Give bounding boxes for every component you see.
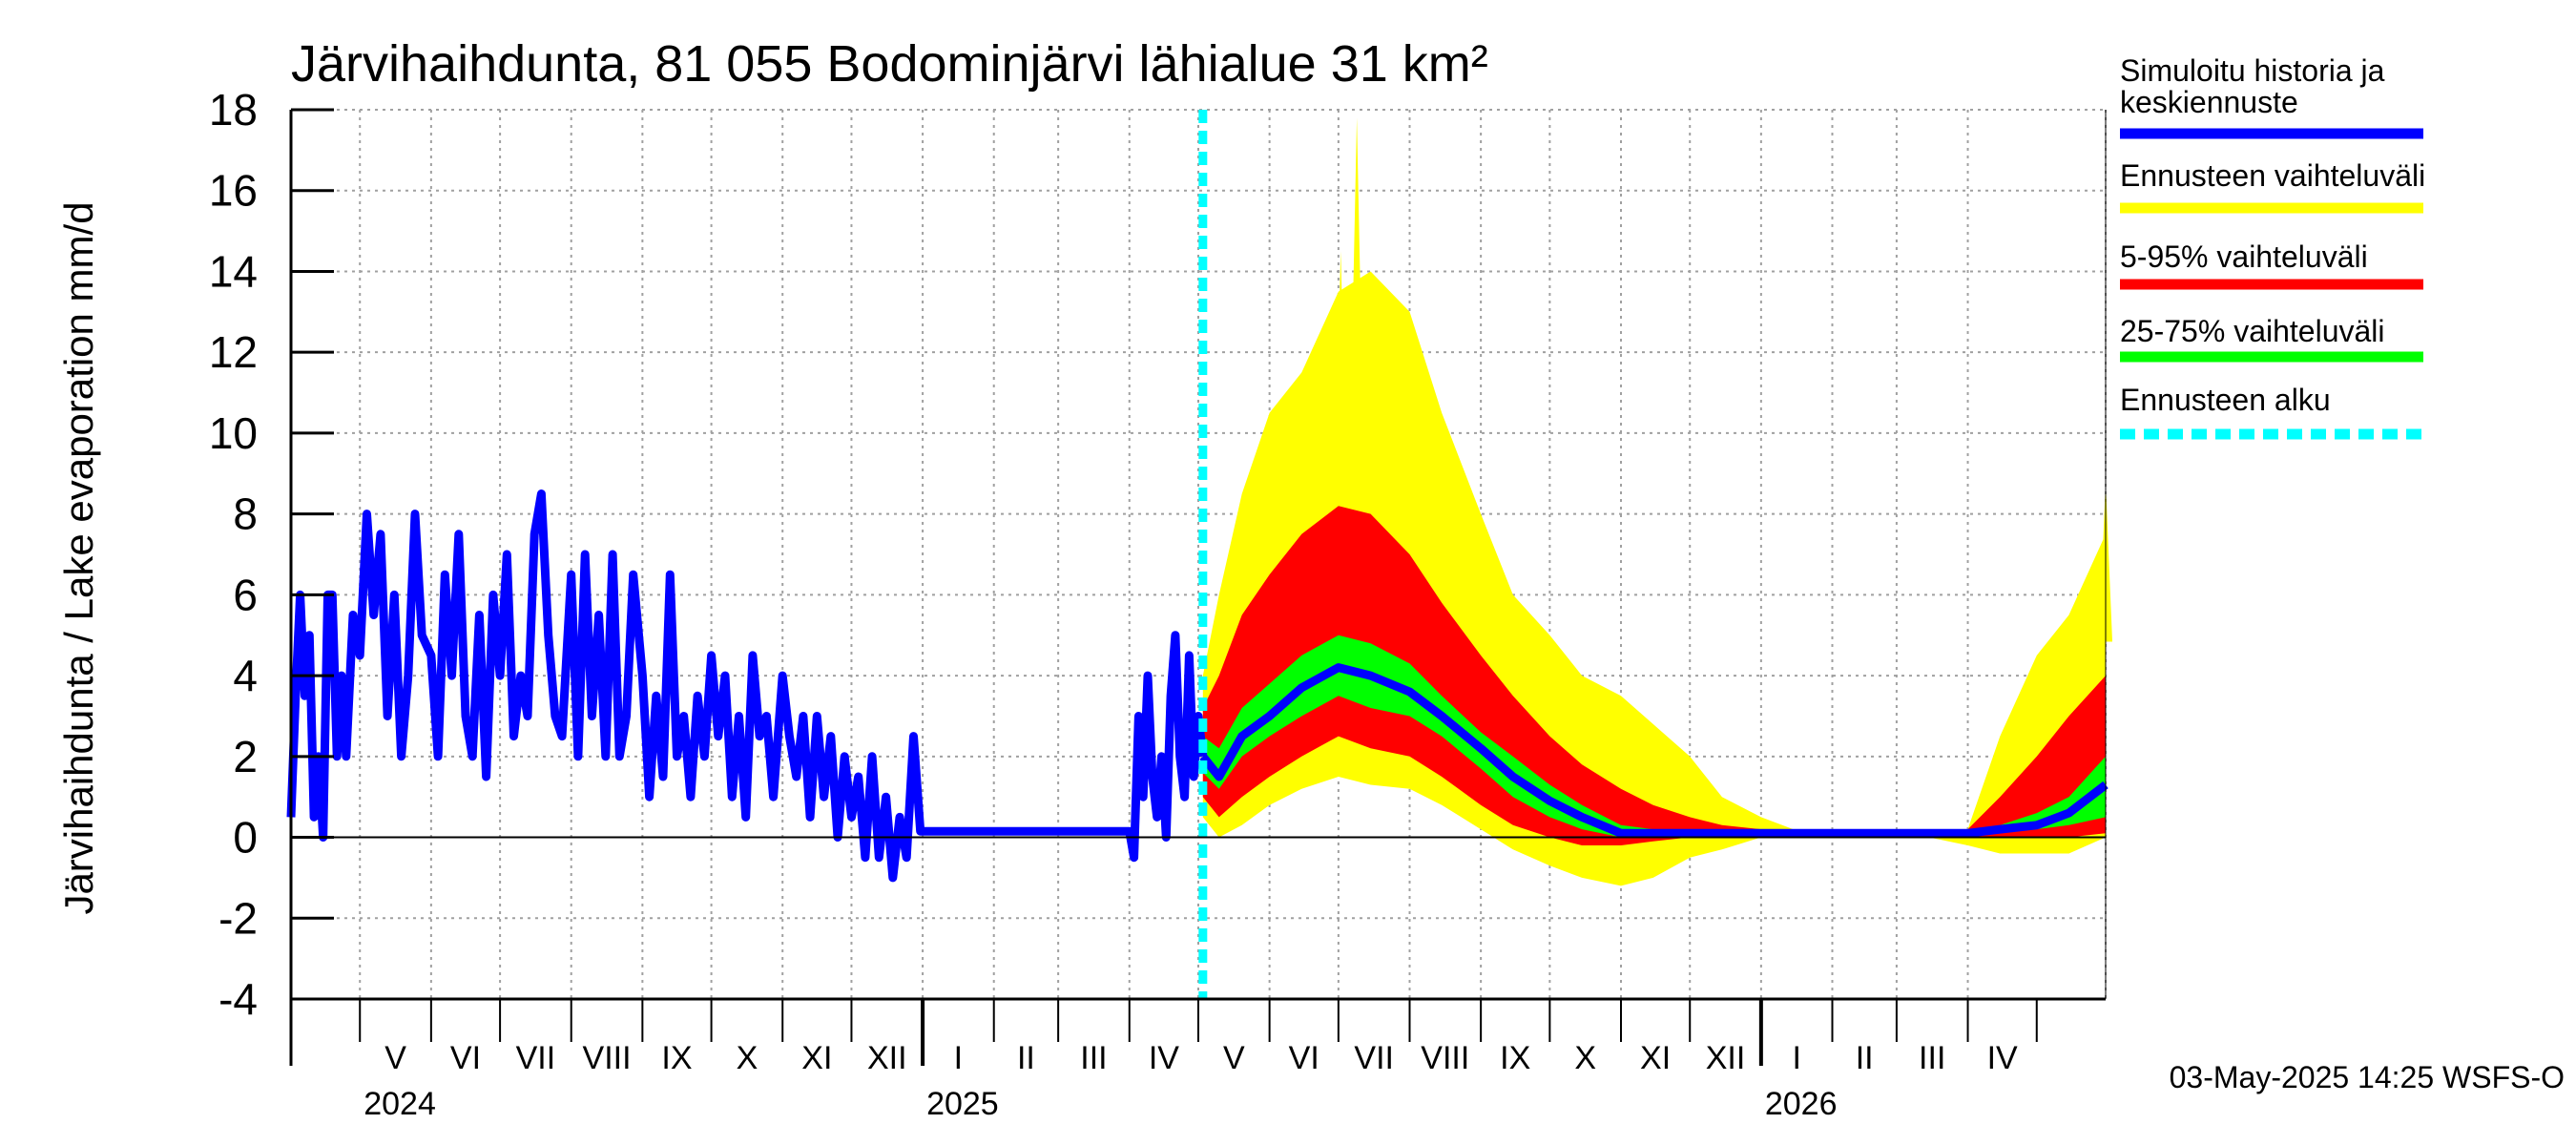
chart-title: Järvihaihdunta, 81 055 Bodominjärvi lähi… — [291, 35, 1488, 93]
legend-label: Ennusteen alku — [2120, 383, 2331, 417]
x-month-label: V — [384, 1040, 406, 1076]
x-month-label: XII — [867, 1040, 907, 1076]
timestamp: 03-May-2025 14:25 WSFS-O — [2170, 1060, 2565, 1094]
x-month-label: IX — [661, 1040, 692, 1076]
y-tick-label: 10 — [209, 408, 258, 458]
forecast-bands — [1202, 117, 2112, 886]
y-tick-label: 8 — [233, 489, 258, 539]
x-month-label: IX — [1500, 1040, 1530, 1076]
band-full-range-peak — [1334, 251, 1348, 515]
x-month-label: VIII — [583, 1040, 632, 1076]
y-tick-label: 0 — [233, 813, 258, 863]
y-tick-label: 4 — [233, 651, 258, 700]
series-history-line — [286, 489, 1208, 883]
x-month-label: VII — [516, 1040, 556, 1076]
x-month-label: I — [954, 1040, 963, 1076]
x-month-label: X — [737, 1040, 758, 1076]
band-full-range-peak — [1386, 303, 1401, 544]
x-year-label: 2024 — [364, 1086, 436, 1122]
y-tick-label: 12 — [209, 327, 258, 377]
x-month-label: III — [1919, 1040, 1945, 1076]
x-month-label: IV — [1149, 1040, 1179, 1076]
legend-label: Simuloitu historia ja — [2120, 53, 2385, 88]
legend-label: 5-95% vaihteluväli — [2120, 239, 2368, 274]
x-month-label: VI — [450, 1040, 481, 1076]
x-year-label: 2025 — [926, 1086, 999, 1122]
y-axis-label: Järvihaihdunta / Lake evaporation mm/d — [56, 201, 101, 914]
x-month-label: XI — [801, 1040, 832, 1076]
series-median-forecast-line — [1199, 663, 2109, 838]
y-tick-label: 2 — [233, 732, 258, 781]
legend-label: Ennusteen vaihteluväli — [2120, 158, 2425, 193]
band-5-95 — [1202, 506, 2106, 845]
x-month-label: VIII — [1421, 1040, 1469, 1076]
x-month-label: XI — [1640, 1040, 1671, 1076]
y-tick-label: 18 — [209, 85, 258, 135]
x-month-label: X — [1574, 1040, 1596, 1076]
series-lines — [286, 110, 2109, 999]
band-full-range-peak — [1318, 332, 1332, 560]
x-month-label: I — [1792, 1040, 1800, 1076]
grid — [291, 109, 2107, 1000]
x-month-label: VII — [1354, 1040, 1394, 1076]
band-full-range-peak — [1350, 117, 1364, 442]
legend-label: 25-75% vaihteluväli — [2120, 314, 2385, 348]
x-month-label: II — [1017, 1040, 1035, 1076]
y-tick-label: 6 — [233, 570, 258, 619]
x-month-label: VI — [1289, 1040, 1319, 1076]
y-tick-label: 16 — [209, 166, 258, 216]
y-tick-label: -4 — [218, 974, 258, 1024]
x-month-label: III — [1080, 1040, 1107, 1076]
x-month-label: V — [1223, 1040, 1245, 1076]
x-month-label: II — [1856, 1040, 1874, 1076]
band-25-75 — [1202, 635, 2106, 838]
legend-label: keskiennuste — [2120, 85, 2298, 119]
x-month-label: XII — [1706, 1040, 1746, 1076]
y-tick-label: -2 — [218, 893, 258, 943]
y-tick-label: 14 — [209, 246, 258, 296]
x-month-label: IV — [1987, 1040, 2018, 1076]
x-year-label: 2026 — [1765, 1086, 1838, 1122]
